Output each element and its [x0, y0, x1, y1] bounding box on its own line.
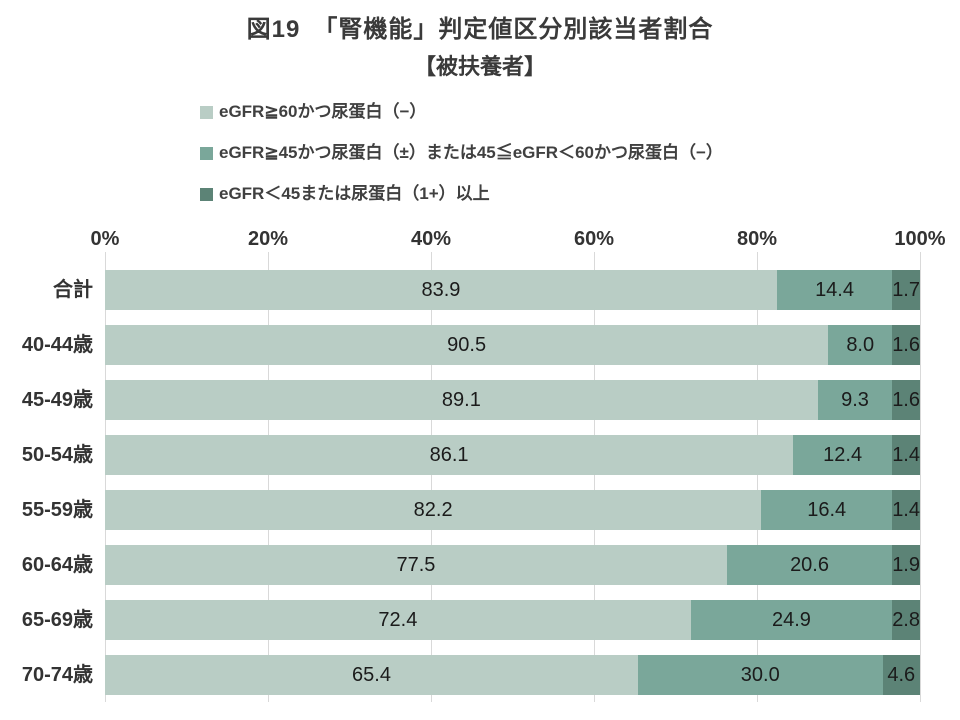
value-label: 12.4	[823, 443, 863, 466]
category-label: 40-44歳	[21, 334, 93, 356]
chart: 0% 20% 40% 60% 80% 100% 合計 83.9 14.4 1.7 40-44歳 90…	[0, 226, 960, 702]
value-label: 16.4	[807, 498, 847, 521]
legend-label-2: eGFR≧45かつ尿蛋白（±）または45≦eGFR＜60かつ尿蛋白（−）	[219, 143, 723, 162]
value-label: 20.6	[790, 553, 829, 576]
bar-segment-2: 16.4	[761, 490, 893, 530]
category-label: 70-74歳	[21, 664, 93, 686]
legend-label-1: eGFR≧60かつ尿蛋白（−）	[219, 102, 427, 121]
value-label: 24.9	[772, 608, 811, 631]
bar-row: 55-59歳 82.2 16.4 1.4	[22, 490, 920, 530]
value-label: 86.1	[429, 443, 469, 466]
value-label: 82.2	[413, 498, 453, 521]
value-label: 8.0	[846, 333, 875, 356]
gridline	[756, 252, 758, 702]
bar-segment-3: 1.6	[892, 325, 920, 365]
value-label: 30.0	[740, 663, 780, 686]
bar-row: 70-74歳 65.4 30.0 4.6	[22, 655, 920, 695]
bar-segment-3: 1.9	[892, 545, 920, 585]
legend-swatch-light-icon	[200, 105, 213, 119]
bar-segment-3: 2.8	[892, 600, 920, 640]
bar-segment-2: 9.3	[817, 380, 893, 420]
plot-area: 合計 83.9 14.4 1.7 40-44歳 90.5 8.0 1.6 45-49歳 89.1 9…	[22, 252, 921, 702]
value-label: 83.9	[421, 278, 461, 301]
x-axis-tick: 40%	[410, 228, 452, 250]
bar-segment-3: 4.6	[882, 655, 920, 695]
bar-segment-1: 89.1	[105, 380, 818, 420]
bar-row: 65-69歳 72.4 24.9 2.8	[22, 600, 920, 640]
gridline	[593, 252, 595, 702]
bar-segment-3: 1.4	[892, 490, 920, 530]
x-axis: 0% 20% 40% 60% 80% 100%	[91, 226, 946, 252]
legend-label-3: eGFR＜45または尿蛋白（1+）以上	[219, 184, 490, 203]
x-axis-tick: 0%	[90, 228, 120, 250]
value-label: 9.3	[841, 388, 869, 411]
value-label: 14.4	[815, 278, 854, 301]
bar-row: 45-49歳 89.1 9.3 1.6	[22, 380, 920, 420]
bar-rows: 合計 83.9 14.4 1.7 40-44歳 90.5 8.0 1.6 45-49歳 89.1 9…	[22, 270, 920, 695]
gridline	[919, 252, 921, 702]
value-label: 1.7	[892, 278, 920, 301]
bar-row: 合計 83.9 14.4 1.7	[53, 270, 920, 310]
value-label: 1.6	[892, 388, 920, 411]
bar-segment-2: 20.6	[726, 545, 893, 585]
bar-segment-1: 90.5	[105, 325, 829, 365]
bar-segment-2: 30.0	[638, 655, 883, 695]
x-axis-tick: 100%	[894, 228, 946, 250]
category-label: 50-54歳	[21, 444, 93, 466]
value-label: 2.8	[892, 608, 920, 631]
bar-row: 60-64歳 77.5 20.6 1.9	[22, 545, 920, 585]
value-label: 90.5	[447, 333, 487, 356]
bar-segment-3: 1.6	[892, 380, 920, 420]
value-label: 1.4	[892, 498, 920, 521]
legend-item-2: eGFR≧45かつ尿蛋白（±）または45≦eGFR＜60かつ尿蛋白（−）	[200, 143, 960, 163]
category-label: 60-64歳	[21, 554, 93, 576]
bar-segment-3: 1.4	[892, 435, 920, 475]
gridline	[430, 252, 432, 702]
bar-segment-2: 14.4	[776, 270, 893, 310]
category-label: 55-59歳	[21, 499, 93, 521]
figure-subtitle: 【被扶養者】	[413, 54, 546, 79]
legend-item-1: eGFR≧60かつ尿蛋白（−）	[200, 102, 960, 122]
category-label: 45-49歳	[21, 389, 93, 411]
value-label: 1.9	[892, 553, 920, 576]
bar-segment-1: 82.2	[105, 490, 762, 530]
bar-row: 50-54歳 86.1 12.4 1.4	[22, 435, 920, 475]
value-label: 4.6	[887, 663, 916, 686]
category-label: 65-69歳	[21, 609, 93, 631]
value-label: 65.4	[352, 663, 391, 686]
value-label: 89.1	[441, 388, 481, 411]
figure-title: 図19 「腎機能」判定値区分別該当者割合	[246, 16, 714, 43]
bar-segment-2: 12.4	[793, 435, 893, 475]
bar-segment-1: 86.1	[105, 435, 794, 475]
bar-segment-1: 72.4	[105, 600, 691, 640]
bar-row: 40-44歳 90.5 8.0 1.6	[22, 325, 920, 365]
value-label: 77.5	[396, 553, 436, 576]
bar-segment-1: 65.4	[105, 655, 638, 695]
gridline	[104, 252, 106, 702]
bar-segment-1: 77.5	[105, 545, 727, 585]
x-axis-tick: 20%	[247, 228, 289, 250]
legend: eGFR≧60かつ尿蛋白（−） eGFR≧45かつ尿蛋白（±）または45≦eGF…	[200, 102, 960, 204]
bar-segment-2: 24.9	[690, 600, 893, 640]
value-label: 72.4	[378, 608, 418, 631]
bar-segment-1: 83.9	[105, 270, 777, 310]
legend-swatch-dark-icon	[200, 187, 213, 201]
x-axis-tick: 80%	[736, 228, 778, 250]
x-axis-tick: 60%	[573, 228, 615, 250]
legend-item-3: eGFR＜45または尿蛋白（1+）以上	[200, 184, 960, 204]
value-label: 1.6	[892, 333, 920, 356]
bar-segment-2: 8.0	[828, 325, 893, 365]
value-label: 1.4	[892, 443, 920, 466]
legend-swatch-medium-icon	[200, 146, 213, 160]
gridline	[267, 252, 269, 702]
category-label: 合計	[53, 279, 93, 301]
bar-segment-3: 1.7	[892, 270, 920, 310]
